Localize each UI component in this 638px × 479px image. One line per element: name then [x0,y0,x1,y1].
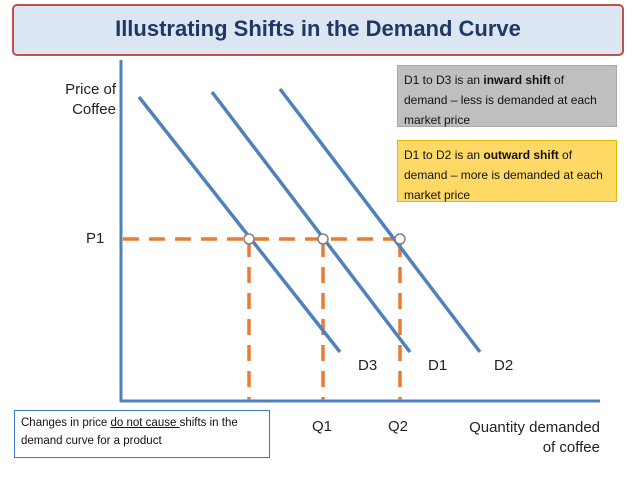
price-tick-p1: P1 [86,230,105,247]
outward-note-text: D1 to D2 is an [404,148,484,162]
outward-shift-note: D1 to D2 is an outward shift of demand –… [397,140,617,202]
quantity-tick-q1: Q1 [312,418,333,435]
inward-note-text: D1 to D3 is an [404,73,484,87]
outward-note-text-end: of demand – more is demanded at each mar… [404,148,603,202]
x-axis-label: Quantity demanded of coffee [440,418,600,458]
x-axis-label-line2: of coffee [542,439,600,456]
y-axis-label-line1: Price of [65,81,116,98]
bottom-note-text-end: shifts in the demand curve for a product [21,417,238,447]
price-change-note: Changes in price do not cause shifts in … [14,410,270,458]
inward-note-text-end: of demand – less is demanded at each mar… [404,73,597,127]
title-banner: Illustrating Shifts in the Demand Curve [12,4,624,56]
page-title: Illustrating Shifts in the Demand Curve [115,16,521,41]
curve-label-d3: D3 [358,357,378,374]
point-d2-p1 [394,233,406,245]
x-axis-label-line1: Quantity demanded [469,419,600,436]
quantity-tick-q2: Q2 [388,418,409,435]
outward-note-emphasis: outward shift [483,148,559,162]
curve-label-d2: D2 [494,357,514,374]
demand-curve-d1 [210,90,412,354]
demand-curve-d2 [278,87,482,354]
point-d1-p1 [317,233,329,245]
y-axis-label-line2: Coffee [72,101,116,118]
demand-curve-d3 [137,95,342,354]
bottom-note-text: Changes in price [21,417,111,429]
curve-label-d1: D1 [428,357,448,374]
y-axis-label: Price of Coffee [40,80,116,120]
inward-shift-note: D1 to D3 is an inward shift of demand – … [397,65,617,127]
inward-note-emphasis: inward shift [483,73,551,87]
point-d3-p1 [243,233,255,245]
bottom-note-underlined: do not cause [110,417,180,429]
